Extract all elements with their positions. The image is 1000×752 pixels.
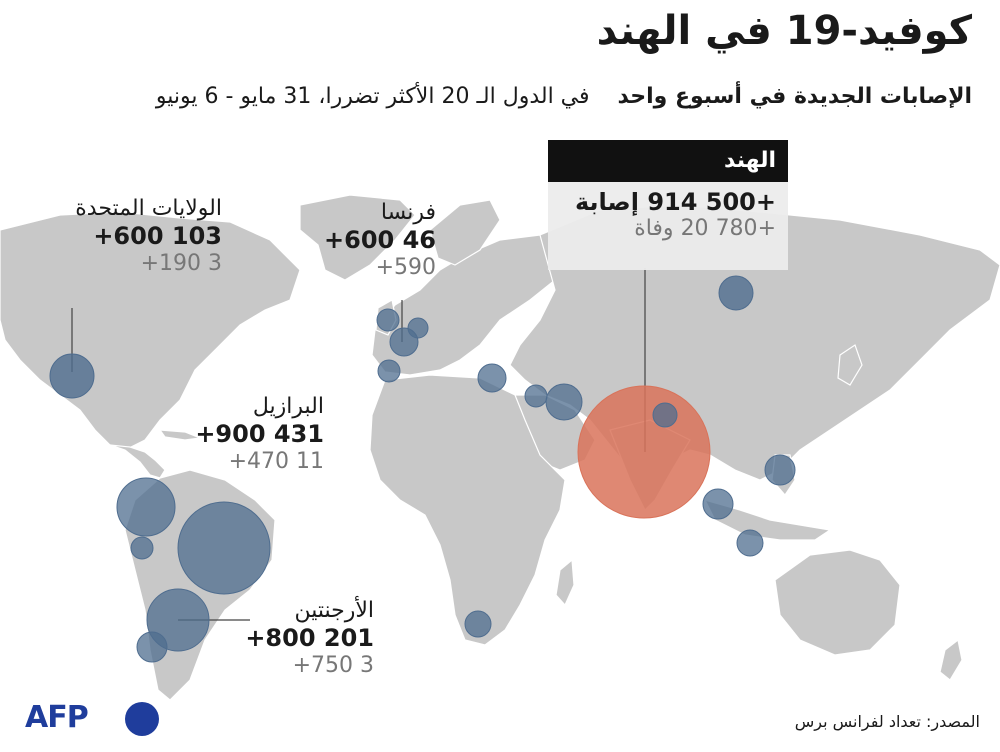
australia-landmass	[774, 549, 901, 656]
colombia-bubble	[116, 477, 176, 537]
india-bubble	[577, 385, 711, 519]
france-name: فرنسا	[380, 200, 436, 225]
india-deaths: +780 20 وفاة	[634, 216, 776, 241]
brazil-deaths: 11 470+	[228, 449, 324, 475]
usa-deaths: 3 190+	[140, 251, 222, 277]
france-bubble	[389, 327, 419, 357]
page-title: كوفيد-19 في الهند	[596, 8, 972, 54]
usa-bubble	[49, 353, 95, 399]
subtitle: الإصابات الجديدة في أسبوع واحد في الدول ا…	[156, 84, 972, 109]
france-cases: 46 600+	[324, 226, 436, 255]
russia-bubble	[718, 275, 754, 311]
argentina-cases: 201 800+	[245, 624, 374, 653]
south-africa-bubble	[464, 610, 492, 638]
argentina-name: الأرجنتين	[294, 598, 374, 623]
brazil-cases: 431 900+	[195, 420, 324, 449]
indonesia-bubble	[736, 529, 764, 557]
scandinavia-landmass	[429, 199, 501, 266]
africa-landmass	[369, 374, 566, 646]
iran-bubble	[545, 383, 583, 421]
france-deaths: 590+	[375, 255, 436, 281]
india-callout-body: +500 914 إصابة +780 20 وفاة	[548, 182, 788, 270]
argentina-label: الأرجنتين 201 800+ 3 750+	[245, 598, 374, 680]
indonesia-landmass	[703, 499, 832, 541]
uk-bubble	[376, 308, 400, 332]
new-zealand-landmass	[939, 638, 963, 681]
central-america-landmass	[109, 444, 166, 479]
afp-logo-text: AFP	[25, 700, 89, 735]
caribbean-landmass	[158, 429, 203, 441]
malaysia-bubble	[702, 488, 734, 520]
argentina-bubble	[146, 588, 210, 652]
europe-landmass	[371, 234, 561, 376]
philippines-bubble	[764, 454, 796, 486]
turkey-bubble	[477, 363, 507, 393]
source-note: المصدر: تعداد لفرانس برس	[794, 712, 980, 731]
greenland-landmass	[299, 194, 416, 281]
india-cases: +500 914 إصابة	[574, 188, 776, 216]
brazil-label: البرازيل 431 900+ 11 470+	[195, 394, 324, 476]
chile-bubble	[136, 631, 168, 663]
afp-logo-dot	[125, 702, 159, 736]
usa-name: الولايات المتحدة	[75, 196, 222, 221]
india-name: الهند	[548, 140, 788, 182]
nepal-bubble	[652, 402, 678, 428]
subtitle-main: الإصابات الجديدة في أسبوع واحد	[617, 84, 972, 109]
spain-bubble	[377, 359, 401, 383]
usa-label: الولايات المتحدة 103 600+ 3 190+	[75, 196, 222, 278]
brazil-bubble	[177, 501, 271, 595]
japan-landmass	[837, 344, 863, 386]
argentina-deaths: 3 750+	[292, 653, 374, 679]
subtitle-detail: في الدول الـ 20 الأكثر تضررا، 31 مايو - …	[155, 84, 590, 109]
brazil-name: البرازيل	[252, 394, 324, 419]
france-label: فرنسا 46 600+ 590+	[324, 200, 436, 282]
peru-bubble	[130, 536, 154, 560]
madagascar-landmass	[555, 558, 575, 607]
usa-cases: 103 600+	[93, 222, 222, 251]
iraq-bubble	[524, 384, 548, 408]
india-callout: الهند +500 914 إصابة +780 20 وفاة	[548, 140, 788, 270]
